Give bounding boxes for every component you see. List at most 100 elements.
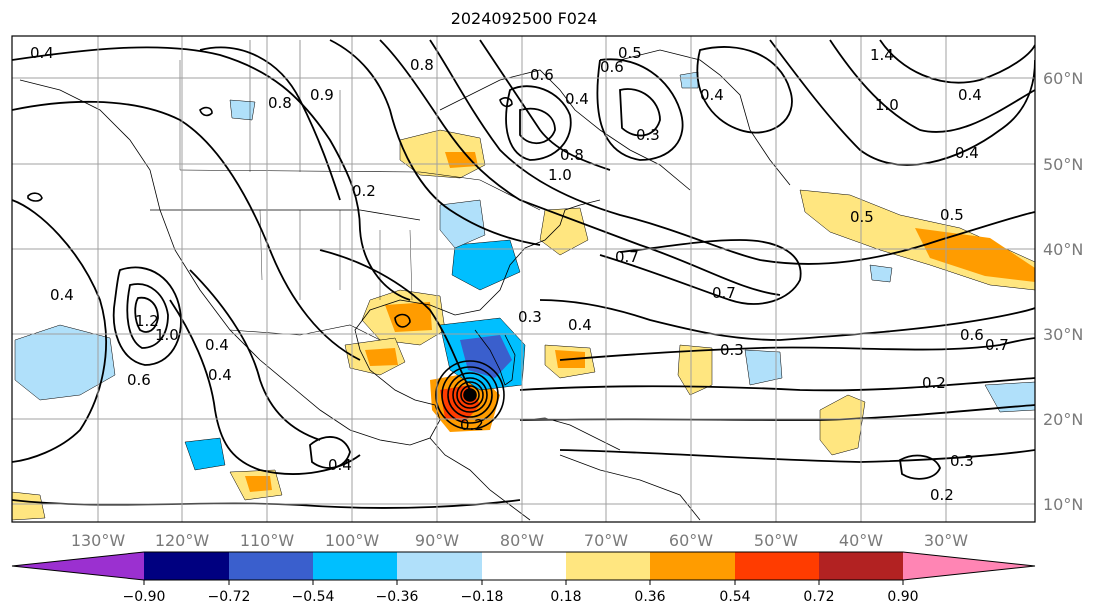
hurricane-ring: [460, 385, 480, 405]
border: [229, 324, 381, 341]
contour-line: [12, 46, 411, 301]
shade-positive: [677, 344, 713, 396]
coastline: [429, 437, 531, 521]
colorbar: −0.90 −0.72 −0.54 −0.36 −0.18 0.18 0.36 …: [11, 551, 1036, 605]
contour-label: 0.9: [310, 86, 334, 104]
gridlines: [12, 36, 1035, 522]
contour-line: [696, 46, 793, 134]
shade-negative: [229, 99, 256, 121]
lon-label: 70°W: [584, 531, 628, 550]
colorbar-segment: [650, 552, 735, 580]
contour-labels: 0.4 0.8 0.6 0.8 0.9 0.6 0.4 0.3 0.5 1.0 …: [30, 44, 1009, 504]
hurricane-ring: [452, 377, 488, 413]
contour-line: [169, 299, 361, 475]
contour-line: [329, 39, 541, 246]
contour-label: 0.5: [850, 208, 874, 226]
contour-label: 0.2: [460, 416, 484, 434]
contour-label: 0.5: [940, 206, 964, 224]
contour-line: [596, 58, 684, 161]
lon-label: 50°W: [754, 531, 798, 550]
contour-label: 0.3: [950, 452, 974, 470]
lat-label: 40°N: [1043, 240, 1083, 259]
shade-negative: [184, 437, 226, 471]
colorbar-tick-label: 0.18: [550, 589, 581, 605]
shade-positive: [445, 152, 478, 168]
colorbar-tick-label: 0.90: [887, 589, 918, 605]
contour-line: [189, 269, 321, 441]
lon-label: 100°W: [325, 531, 380, 550]
contour-line: [559, 337, 1035, 361]
coastline: [474, 329, 516, 386]
contour-label: 1.4: [870, 46, 894, 64]
contour-line: [559, 449, 1035, 463]
shade-negative: [439, 199, 486, 249]
contour-line: [394, 313, 411, 328]
small-contours: [27, 97, 513, 328]
contour-label: 0.6: [600, 58, 624, 76]
shade-negative: [984, 381, 1035, 413]
coastline: [19, 79, 601, 446]
longitude-labels: 130°W 120°W 110°W 100°W 90°W 80°W 70°W 6…: [71, 531, 968, 550]
contour-line: [829, 39, 1035, 133]
contour-label: 0.7: [615, 248, 639, 266]
contour-label: 0.7: [985, 336, 1009, 354]
colorbar-tick-label: 0.36: [634, 589, 665, 605]
contour-label: 0.8: [560, 146, 584, 164]
colorbar-tick-label: 0.72: [803, 589, 834, 605]
contour-line: [499, 97, 513, 108]
coastline: [619, 49, 791, 186]
contour-line: [134, 296, 159, 333]
contour-line: [126, 283, 169, 349]
contour-label: 0.4: [328, 456, 352, 474]
contour-line: [199, 46, 341, 201]
coastline: [439, 69, 691, 191]
contour-line: [519, 107, 556, 144]
colorbar-extend-high: [903, 552, 1035, 580]
contour-label: 0.4: [955, 144, 979, 162]
latitude-labels: 60°N 50°N 40°N 30°N 20°N 10°N: [1043, 69, 1083, 514]
colorbar-segment: [735, 552, 819, 580]
contour-line: [112, 266, 182, 366]
map-frame: [11, 35, 1036, 523]
contour-line: [879, 39, 1035, 84]
contour-label: 0.4: [568, 316, 592, 334]
contour-label: 1.2: [135, 312, 159, 330]
contour-label: 1.0: [155, 326, 179, 344]
colorbar-segment: [819, 552, 903, 580]
contour-line: [539, 299, 1035, 341]
contour-label: 0.3: [518, 308, 542, 326]
chart-title: 2024092500 F024: [451, 9, 598, 28]
colorbar-tick-label: −0.18: [461, 589, 504, 605]
contour-label: 0.2: [922, 374, 946, 392]
hurricane-ring: [441, 366, 499, 424]
contour-label: 0.6: [960, 326, 984, 344]
lat-label: 50°N: [1043, 155, 1083, 174]
shade-positive: [365, 348, 398, 366]
hurricane-ring: [447, 372, 493, 418]
contour-label: 0.8: [410, 56, 434, 74]
lon-label: 90°W: [415, 531, 459, 550]
contour-line: [199, 106, 213, 117]
shade-negative: [679, 71, 699, 89]
hurricane-ring: [435, 360, 505, 430]
colorbar-extend-low: [12, 552, 144, 580]
contour-label: 0.4: [700, 86, 724, 104]
shade-positive: [12, 491, 46, 521]
contour-line: [519, 377, 1035, 392]
contour-line: [309, 436, 351, 469]
colorbar-tick-label: −0.72: [208, 589, 251, 605]
hurricane-contours: [435, 360, 505, 430]
contour-label: 1.0: [875, 96, 899, 114]
lon-label: 80°W: [500, 531, 544, 550]
lat-label: 20°N: [1043, 410, 1083, 429]
contour-label: 0.4: [30, 44, 54, 62]
contour-line: [479, 39, 611, 171]
shade-negative: [744, 349, 783, 386]
colorbar-segment: [313, 552, 397, 580]
contour-label: 0.6: [530, 66, 554, 84]
contour-label: 0.2: [930, 486, 954, 504]
contour-line: [505, 85, 572, 161]
lon-label: 120°W: [155, 531, 210, 550]
border: [179, 40, 341, 172]
